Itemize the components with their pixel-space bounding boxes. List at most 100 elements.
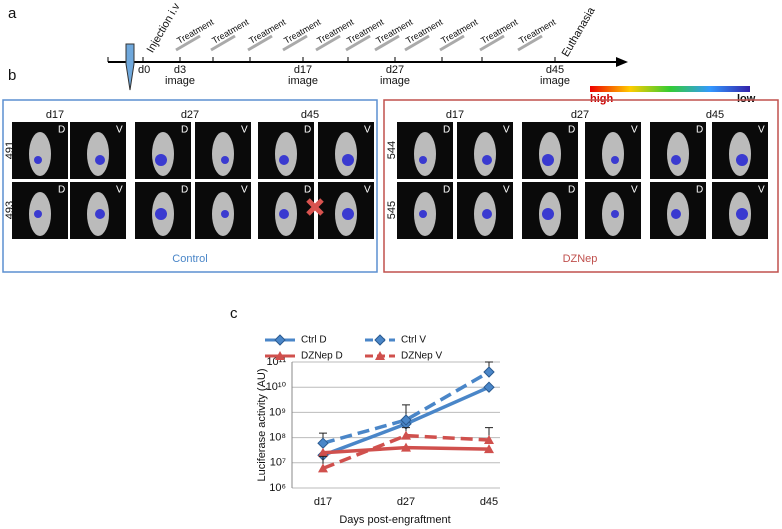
mouse-body: [539, 132, 561, 176]
legend-marker: [375, 351, 385, 360]
treatment-arrow: [247, 34, 273, 52]
signal-blob: [342, 154, 354, 166]
day-label: d17: [294, 64, 312, 76]
mouse-body: [212, 132, 234, 176]
day-label: d45: [546, 64, 564, 76]
scale-low: low: [737, 93, 756, 105]
data-point: [484, 444, 494, 454]
treatment-label: Treatment: [439, 17, 480, 46]
view-label: V: [631, 185, 638, 196]
view-label: V: [631, 125, 638, 136]
legend-marker: [374, 334, 386, 346]
mouse-body: [152, 132, 174, 176]
data-point: [400, 414, 412, 426]
color-bar: [590, 86, 750, 92]
signal-blob: [95, 155, 105, 165]
y-tick-label: 10⁶: [269, 482, 286, 494]
mouse-body: [729, 132, 751, 176]
signal-blob: [34, 210, 42, 218]
x-axis-title: Days post-engraftment: [339, 514, 450, 526]
syringe: [125, 43, 135, 91]
view-label: D: [304, 125, 311, 136]
mouse-body: [602, 132, 624, 176]
start-day: d0: [138, 64, 150, 76]
view-label: D: [443, 125, 450, 136]
end-label: Euthanasia: [560, 5, 598, 59]
treatment-arrow: [175, 34, 201, 52]
dznep-box: [383, 99, 779, 273]
view-label: D: [568, 125, 575, 136]
panel-label: a: [8, 5, 17, 22]
image-label: image: [165, 75, 195, 87]
view-label: D: [58, 185, 65, 196]
view-label: D: [443, 185, 450, 196]
view-label: D: [568, 185, 575, 196]
view-label: V: [758, 185, 765, 196]
y-tick-label: 10¹⁰: [266, 381, 287, 393]
data-point: [401, 430, 411, 440]
y-tick-label: 10⁸: [269, 432, 286, 444]
day-header: d17: [446, 109, 464, 121]
signal-blob: [542, 154, 554, 166]
image-label: image: [380, 75, 410, 87]
signal-blob: [95, 209, 105, 219]
day-label: d27: [386, 64, 404, 76]
treatment-label: Treatment: [479, 17, 520, 46]
mouse-body: [87, 132, 109, 176]
signal-blob: [279, 209, 289, 219]
view-label: V: [116, 125, 123, 136]
scale-high: high: [590, 93, 613, 105]
signal-blob: [611, 210, 619, 218]
signal-blob: [155, 154, 167, 166]
data-point: [318, 447, 328, 457]
signal-blob: [736, 208, 748, 220]
mouse-body: [335, 132, 357, 176]
signal-blob: [34, 156, 42, 164]
y-tick-label: 10⁷: [270, 457, 286, 469]
treatment-arrow: [439, 34, 465, 52]
treatment-arrow: [374, 34, 400, 52]
data-point: [317, 437, 329, 449]
day-label: d3: [174, 64, 186, 76]
signal-blob: [542, 208, 554, 220]
day-header: d45: [301, 109, 319, 121]
treatment-arrow: [315, 34, 341, 52]
mouse-body: [275, 132, 297, 176]
treatment-arrow: [345, 34, 371, 52]
y-axis-title: Luciferase activity (AU): [256, 368, 268, 481]
legend-label: DZNep V: [401, 351, 442, 362]
day-header: d27: [571, 109, 589, 121]
treatment-arrow: [479, 34, 505, 52]
treatment-arrow: [517, 34, 543, 52]
exclusion-mark: [306, 198, 324, 216]
x-tick-label: d17: [314, 496, 332, 508]
y-tick-label: 10⁹: [269, 406, 286, 418]
treatment-arrow: [210, 34, 236, 52]
signal-blob: [419, 156, 427, 164]
signal-blob: [736, 154, 748, 166]
legend-label: Ctrl V: [401, 335, 426, 346]
group-label: Control: [172, 253, 207, 265]
signal-blob: [221, 210, 229, 218]
x-tick-label: d45: [480, 496, 498, 508]
control-box: [2, 99, 378, 273]
treatment-arrow: [404, 34, 430, 52]
view-label: V: [241, 125, 248, 136]
legend-marker: [275, 351, 285, 360]
data-point: [484, 435, 494, 445]
view-label: D: [304, 185, 311, 196]
image-label: image: [540, 75, 570, 87]
panel-label: c: [230, 305, 238, 322]
treatment-label: Treatment: [210, 17, 251, 46]
mouse-body: [474, 132, 496, 176]
x-tick-label: d27: [397, 496, 415, 508]
view-label: D: [181, 185, 188, 196]
mouse-id: 544: [386, 141, 398, 159]
signal-blob: [342, 208, 354, 220]
mouse-body: [29, 132, 51, 176]
data-point: [483, 366, 495, 378]
image-label: image: [288, 75, 318, 87]
mouse-body: [414, 132, 436, 176]
series-line: [322, 433, 490, 471]
